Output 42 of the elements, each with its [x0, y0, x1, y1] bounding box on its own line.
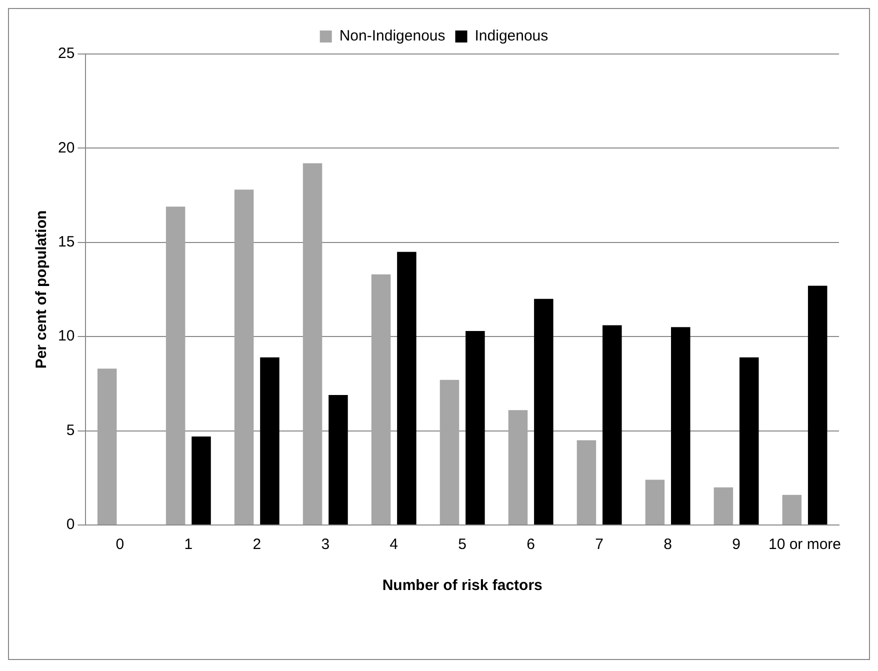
bar — [714, 487, 734, 524]
x-tick-label: 4 — [390, 536, 398, 554]
x-tick-label: 6 — [526, 536, 535, 554]
bar — [534, 298, 554, 524]
bar — [466, 330, 485, 524]
x-tick-label: 10 or more — [768, 536, 842, 554]
bar — [328, 395, 348, 524]
bar — [440, 380, 460, 524]
x-tick-label: 0 — [116, 536, 124, 554]
bar — [371, 274, 391, 524]
y-tick-label: 0 — [66, 516, 75, 534]
bar — [234, 190, 254, 524]
bar — [576, 440, 596, 524]
y-tick-label: 15 — [58, 234, 75, 251]
y-tick-label: 20 — [58, 139, 75, 156]
x-tick-label: 2 — [252, 536, 262, 554]
bar — [671, 327, 690, 524]
y-axis-title: Per cent of population — [33, 210, 50, 369]
x-tick-label: 1 — [184, 536, 193, 554]
bar — [397, 252, 416, 524]
bar — [602, 325, 622, 524]
bar — [739, 357, 759, 524]
y-tick-label: 25 — [58, 45, 75, 62]
bar — [645, 480, 665, 524]
bar — [508, 410, 528, 524]
y-tick-label: 10 — [58, 328, 75, 345]
x-tick-label: 7 — [595, 536, 604, 554]
x-tick-label: 5 — [458, 536, 467, 554]
bar — [166, 206, 186, 524]
legend-label: Indigenous — [474, 28, 548, 45]
bar — [260, 357, 280, 524]
bar — [97, 368, 117, 524]
y-tick-label: 5 — [66, 422, 75, 439]
bar — [782, 494, 802, 524]
x-tick-label: 3 — [321, 536, 330, 554]
bar — [302, 163, 322, 524]
legend-label: Non-Indigenous — [339, 28, 446, 45]
x-tick-label: 9 — [732, 536, 740, 554]
x-tick-label: 8 — [664, 536, 672, 554]
bar — [808, 286, 828, 524]
bar — [192, 436, 211, 524]
x-axis-title: Number of risk factors — [382, 577, 542, 594]
